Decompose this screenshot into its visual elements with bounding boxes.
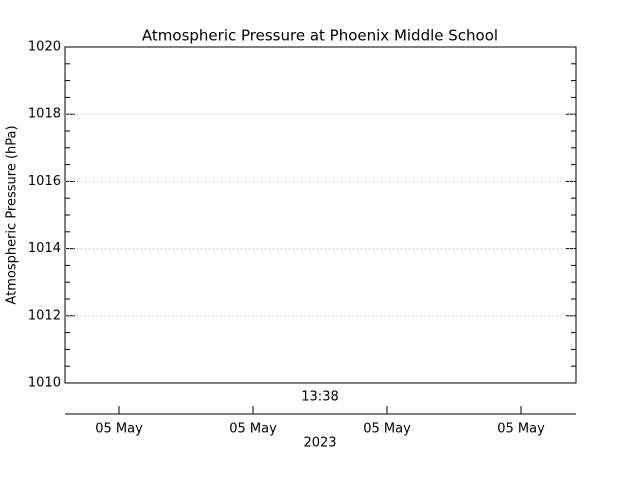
y-tick-label: 1016 bbox=[28, 174, 61, 189]
date-tick-label: 05 May bbox=[229, 422, 277, 437]
date-tick-label: 05 May bbox=[95, 422, 143, 437]
date-tick-label: 05 May bbox=[497, 422, 545, 437]
y-tick-label: 1014 bbox=[28, 241, 61, 256]
y-axis-label: Atmospheric Pressure (hPa) bbox=[5, 125, 20, 304]
date-tick-label: 05 May bbox=[363, 422, 411, 437]
y-tick-label: 1020 bbox=[28, 40, 61, 55]
chart-title: Atmospheric Pressure at Phoenix Middle S… bbox=[142, 27, 498, 45]
y-tick-label: 1018 bbox=[28, 107, 61, 122]
time-label: 13:38 bbox=[301, 390, 338, 405]
y-tick-label: 1010 bbox=[28, 376, 61, 391]
y-tick-label: 1012 bbox=[28, 308, 61, 323]
x-axis-label: 2023 bbox=[303, 436, 336, 451]
